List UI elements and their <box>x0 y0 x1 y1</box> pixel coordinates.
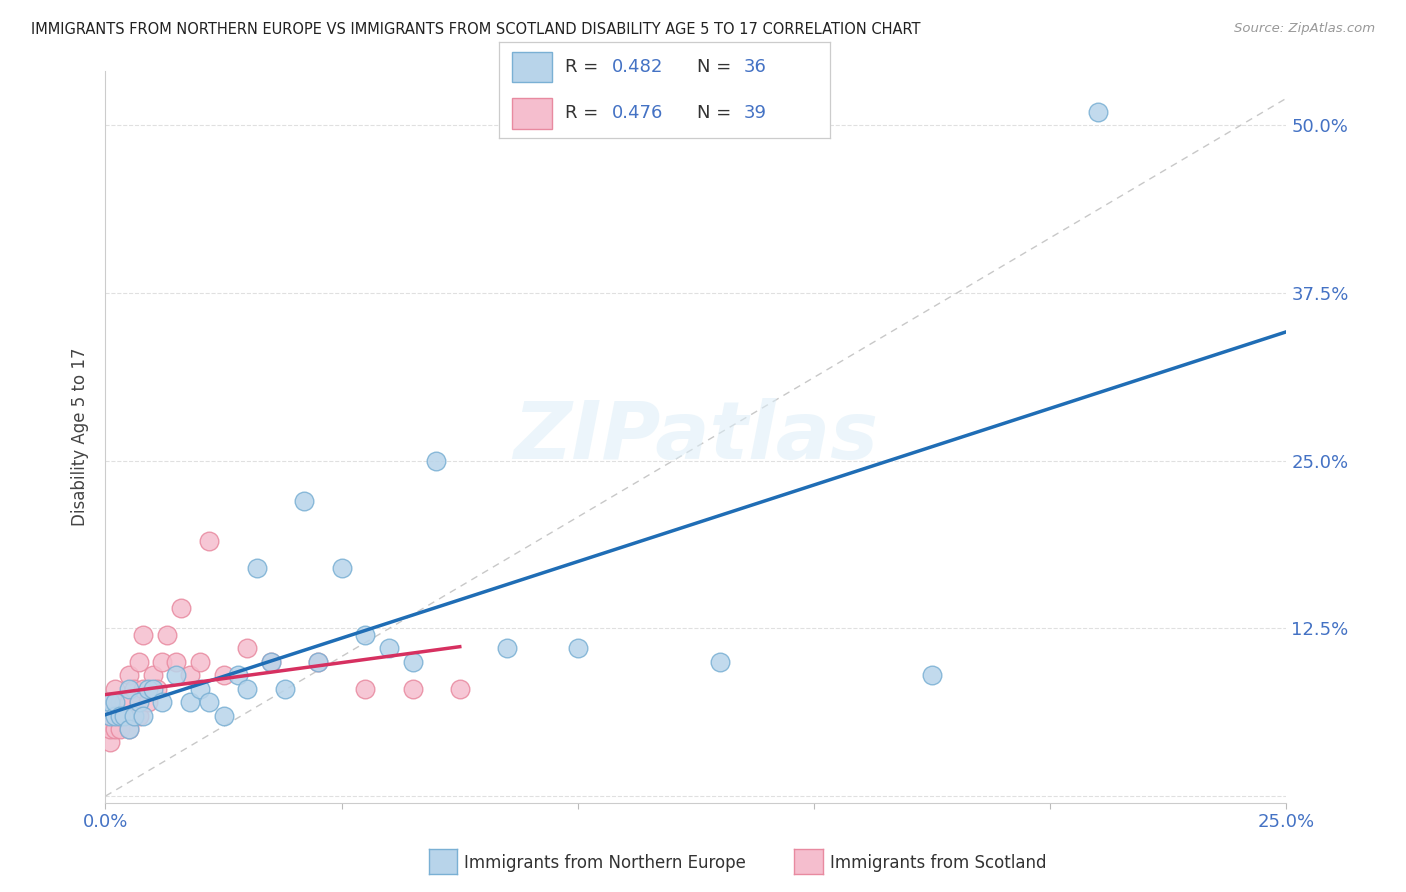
Point <box>108 722 131 736</box>
Text: 36: 36 <box>744 58 766 76</box>
Point <box>401 655 423 669</box>
Point <box>212 668 235 682</box>
Text: 0.482: 0.482 <box>612 58 662 76</box>
Text: ZIPatlas: ZIPatlas <box>513 398 879 476</box>
Point <box>136 695 159 709</box>
Point <box>378 641 401 656</box>
Point <box>108 695 131 709</box>
Point <box>401 681 423 696</box>
Point <box>246 561 269 575</box>
Text: R =: R = <box>565 58 605 76</box>
Point <box>307 655 329 669</box>
Point <box>179 695 201 709</box>
Point <box>146 681 169 696</box>
Point <box>198 695 221 709</box>
Point <box>142 681 165 696</box>
Point <box>260 655 283 669</box>
Point <box>170 601 193 615</box>
Point <box>118 722 141 736</box>
Point <box>132 628 155 642</box>
Point <box>1087 104 1109 119</box>
Point <box>132 681 155 696</box>
Point <box>260 655 283 669</box>
Point <box>118 681 141 696</box>
Point <box>165 655 187 669</box>
Point <box>112 708 135 723</box>
Point <box>104 722 127 736</box>
Text: N =: N = <box>697 104 737 122</box>
Point <box>112 708 135 723</box>
Point <box>104 708 127 723</box>
Point <box>292 493 315 508</box>
Point <box>118 722 141 736</box>
Text: IMMIGRANTS FROM NORTHERN EUROPE VS IMMIGRANTS FROM SCOTLAND DISABILITY AGE 5 TO : IMMIGRANTS FROM NORTHERN EUROPE VS IMMIG… <box>31 22 921 37</box>
Point <box>425 453 447 467</box>
Text: 39: 39 <box>744 104 766 122</box>
Bar <box>512 52 553 82</box>
Text: Immigrants from Northern Europe: Immigrants from Northern Europe <box>464 854 745 871</box>
Point <box>354 628 377 642</box>
Point <box>108 708 131 723</box>
Point <box>98 695 121 709</box>
Point <box>128 708 150 723</box>
Point <box>98 708 121 723</box>
Point <box>98 695 121 709</box>
Point <box>709 655 731 669</box>
Point <box>128 695 150 709</box>
Point <box>150 655 173 669</box>
Bar <box>512 98 553 128</box>
Point <box>118 695 141 709</box>
Point <box>104 681 127 696</box>
Point <box>122 708 145 723</box>
Point <box>567 641 589 656</box>
Point <box>921 668 943 682</box>
Point <box>496 641 519 656</box>
Point <box>122 681 145 696</box>
Point <box>132 708 155 723</box>
Point <box>104 695 127 709</box>
Point <box>330 561 353 575</box>
Text: N =: N = <box>697 58 737 76</box>
Point <box>104 708 127 723</box>
Point <box>307 655 329 669</box>
Text: 0.476: 0.476 <box>612 104 662 122</box>
Point <box>212 708 235 723</box>
Point <box>128 695 150 709</box>
Point <box>112 695 135 709</box>
Point <box>98 722 121 736</box>
Point <box>236 641 259 656</box>
Point <box>156 628 179 642</box>
Point <box>354 681 377 696</box>
Text: Immigrants from Scotland: Immigrants from Scotland <box>830 854 1046 871</box>
Point <box>198 534 221 549</box>
Point <box>98 735 121 749</box>
Point <box>122 708 145 723</box>
Point <box>136 681 159 696</box>
Point <box>142 668 165 682</box>
Point <box>118 668 141 682</box>
Y-axis label: Disability Age 5 to 17: Disability Age 5 to 17 <box>72 348 90 526</box>
Point <box>188 655 211 669</box>
Point <box>274 681 297 696</box>
Point <box>108 708 131 723</box>
Point <box>226 668 249 682</box>
Point <box>449 681 471 696</box>
Point <box>150 695 173 709</box>
Point <box>179 668 201 682</box>
Point <box>236 681 259 696</box>
Point <box>188 681 211 696</box>
Point <box>98 708 121 723</box>
Point <box>128 655 150 669</box>
Text: Source: ZipAtlas.com: Source: ZipAtlas.com <box>1234 22 1375 36</box>
Text: R =: R = <box>565 104 605 122</box>
Point <box>165 668 187 682</box>
